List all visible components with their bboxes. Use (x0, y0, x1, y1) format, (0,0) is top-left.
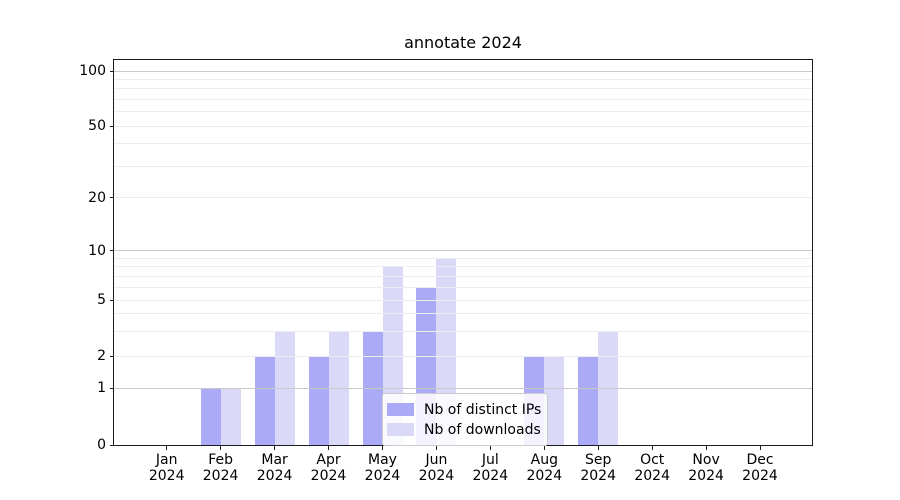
bar-aug-series-1 (544, 356, 565, 445)
plot-area (113, 59, 813, 446)
gridline-y-20 (114, 197, 812, 199)
x-tick-label-apr: Apr 2024 (310, 452, 347, 484)
chart-title: annotate 2024 (404, 33, 522, 52)
x-tick-label-feb: Feb 2024 (202, 452, 239, 484)
gridline-y-2 (114, 355, 812, 357)
x-tick-sep (597, 446, 599, 450)
x-tick-label-jan: Jan 2024 (148, 452, 185, 484)
y-tick-20 (110, 197, 114, 199)
y-tick-50 (110, 125, 114, 127)
x-tick-nov (705, 446, 707, 450)
gridline-y-5 (114, 299, 812, 301)
y-tick-label-50: 50 (88, 118, 106, 134)
x-tick-label-sep: Sep 2024 (580, 452, 616, 484)
x-tick-label-mar: Mar 2024 (256, 452, 293, 484)
x-tick-label-nov: Nov 2024 (688, 452, 724, 484)
x-tick-apr (328, 446, 329, 450)
x-tick-jan (166, 446, 168, 450)
legend-label: Nb of distinct IPs (424, 401, 542, 418)
x-tick-label-oct: Oct 2024 (634, 452, 670, 484)
bar-sep-series-0 (578, 356, 599, 445)
y-tick-label-5: 5 (97, 292, 106, 308)
gridline-y-4 (114, 313, 812, 315)
bar-mar-series-0 (254, 356, 275, 445)
gridline-y-8 (114, 266, 812, 268)
x-tick-jul (489, 446, 491, 450)
bar-feb-series-0 (200, 388, 221, 445)
gridline-y-7 (114, 275, 812, 277)
bar-apr-series-0 (308, 356, 329, 445)
x-tick-may (382, 446, 383, 450)
bar-feb-series-1 (220, 388, 241, 445)
gridline-y-50 (114, 125, 812, 127)
x-tick-label-dec: Dec 2024 (742, 452, 778, 484)
gridline-y-10 (114, 250, 812, 252)
gridline-y-30 (114, 165, 812, 167)
gridline-y-90 (114, 78, 812, 80)
gridline-y-6 (114, 286, 812, 288)
x-tick-label-jul: Jul 2024 (472, 452, 509, 484)
y-tick-label-2: 2 (97, 348, 106, 364)
x-tick-oct (651, 446, 653, 450)
x-tick-feb (220, 446, 222, 450)
x-tick-jun (435, 446, 437, 450)
grid-layer (114, 60, 812, 445)
x-tick-aug (543, 446, 545, 450)
y-tick-label-20: 20 (88, 189, 106, 206)
x-tick-dec (759, 446, 761, 450)
y-tick-label-10: 10 (88, 242, 106, 259)
legend-item: Nb of downloads (387, 420, 541, 439)
y-tick-2 (110, 355, 114, 357)
gridline-y-60 (114, 111, 812, 112)
gridline-y-1 (114, 387, 812, 389)
x-tick-label-jun: Jun 2024 (418, 452, 455, 484)
gridline-y-9 (114, 257, 812, 259)
y-tick-1 (110, 387, 114, 389)
gridline-y-3 (114, 330, 812, 332)
legend-label: Nb of downloads (424, 421, 541, 438)
legend-item: Nb of distinct IPs (387, 400, 542, 419)
y-tick-10 (110, 250, 114, 252)
gridline-y-80 (114, 88, 812, 90)
legend: Nb of distinct IPs Nb of downloads (382, 393, 548, 446)
series-1-swatch (387, 423, 414, 436)
x-tick-mar (274, 446, 276, 450)
y-tick-label-100: 100 (79, 63, 106, 79)
gridline-y-40 (114, 143, 812, 144)
gridline-y-100 (114, 70, 812, 72)
x-tick-label-may: May 2024 (364, 452, 401, 484)
y-tick-label-1: 1 (97, 380, 106, 397)
y-tick-100 (110, 70, 114, 72)
x-tick-label-aug: Aug 2024 (526, 452, 563, 484)
series-0-swatch (387, 403, 414, 416)
y-tick-5 (110, 299, 114, 301)
y-tick-0 (110, 444, 114, 446)
y-tick-label-0: 0 (97, 437, 106, 453)
gridline-y-70 (114, 98, 812, 100)
